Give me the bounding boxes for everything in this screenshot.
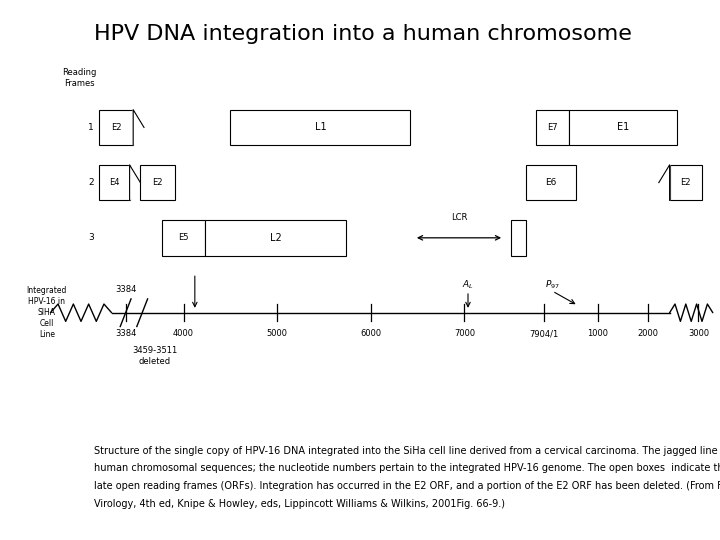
Text: Virology, 4th ed, Knipe & Howley, eds, Lippincott Williams & Wilkins, 2001Fig. 6: Virology, 4th ed, Knipe & Howley, eds, L… [94,499,505,509]
Text: Structure of the single copy of HPV-16 DNA integrated into the SiHa cell line de: Structure of the single copy of HPV-16 D… [94,446,720,456]
Text: 1: 1 [88,123,94,132]
Text: E2: E2 [153,178,163,187]
Bar [670,165,702,200]
Polygon shape [659,165,670,200]
Bar [205,220,346,255]
Text: 3384: 3384 [115,329,137,338]
Polygon shape [133,110,144,145]
Bar [536,110,569,145]
Text: E4: E4 [109,178,120,187]
Bar [99,110,133,145]
Text: E2: E2 [111,123,122,132]
Text: E6: E6 [545,178,557,187]
Bar [99,165,130,200]
Text: E7: E7 [547,123,558,132]
Bar [526,165,576,200]
Text: 2: 2 [88,178,94,187]
Text: 7904/1: 7904/1 [529,329,558,338]
Text: 3: 3 [88,233,94,242]
Text: 3384: 3384 [115,285,137,294]
Text: 1000: 1000 [587,329,608,338]
Text: human chromosomal sequences; the nucleotide numbers pertain to the integrated HP: human chromosomal sequences; the nucleot… [94,463,720,474]
Text: 4000: 4000 [173,329,194,338]
Text: 6000: 6000 [360,329,382,338]
Text: HPV DNA integration into a human chromosome: HPV DNA integration into a human chromos… [94,24,631,44]
Bar [140,165,175,200]
Text: 3000: 3000 [688,329,709,338]
Text: $A_L$: $A_L$ [462,279,474,291]
Bar [230,110,410,145]
Text: 7000: 7000 [454,329,475,338]
Text: E5: E5 [179,233,189,242]
Text: 2000: 2000 [637,329,659,338]
Text: L1: L1 [315,123,326,132]
Bar [511,220,526,255]
Text: Reading
Frames: Reading Frames [62,68,96,88]
Bar [162,220,205,255]
Text: 3459-3511
deleted: 3459-3511 deleted [132,346,177,366]
Text: E1: E1 [616,123,629,132]
Polygon shape [130,165,140,200]
Text: late open reading frames (ORFs). Integration has occurred in the E2 ORF, and a p: late open reading frames (ORFs). Integra… [94,481,720,491]
Bar [569,110,677,145]
Text: E2: E2 [680,178,691,187]
Text: LCR: LCR [451,213,467,222]
Text: L2: L2 [269,233,282,243]
Text: Integrated
HPV-16 in
SIHA
Cell
Line: Integrated HPV-16 in SIHA Cell Line [27,286,67,340]
Text: 5000: 5000 [266,329,288,338]
Text: $P_{97}$: $P_{97}$ [545,279,559,291]
